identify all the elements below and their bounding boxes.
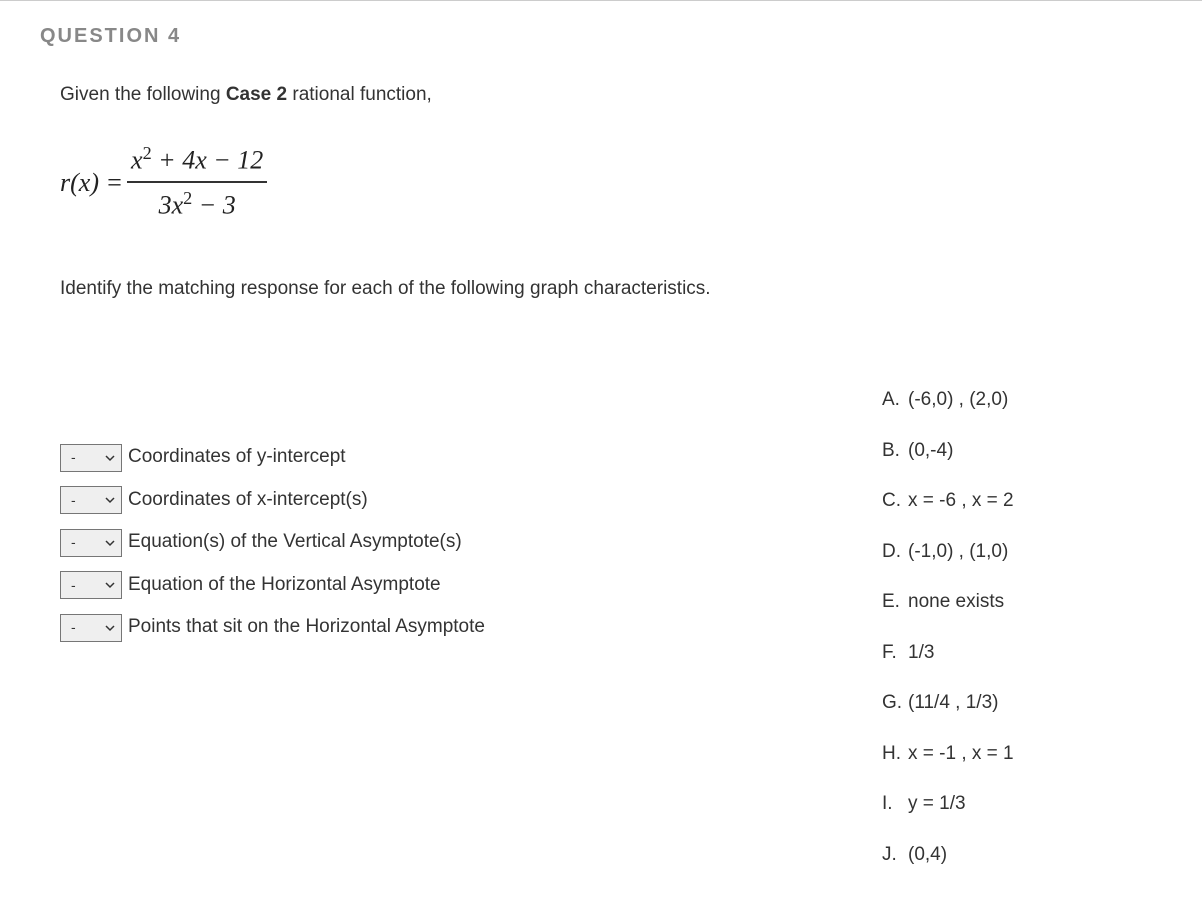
formula-denominator: 3x2 − 3 — [155, 183, 240, 225]
answer-option: I.y = 1/3 — [882, 790, 1142, 819]
answer-text: x = -6 , x = 2 — [908, 487, 1014, 516]
match-label: Coordinates of x-intercept(s) — [128, 486, 368, 515]
answer-option: E.none exists — [882, 588, 1142, 617]
answer-option: D.(-1,0) , (1,0) — [882, 538, 1142, 567]
answer-text: x = -1 , x = 1 — [908, 740, 1014, 769]
match-dropdown[interactable]: - — [60, 571, 122, 599]
answer-option: A.(-6,0) , (2,0) — [882, 386, 1142, 415]
intro-post: rational function, — [287, 84, 432, 105]
match-row: - Points that sit on the Horizontal Asymp… — [60, 613, 880, 642]
chevron-down-icon — [105, 495, 115, 505]
dropdown-selected-value: - — [71, 490, 76, 511]
answer-option: G.(11/4 , 1/3) — [882, 689, 1142, 718]
answer-letter: A. — [882, 386, 908, 415]
match-dropdown[interactable]: - — [60, 614, 122, 642]
chevron-down-icon — [105, 538, 115, 548]
chevron-down-icon — [105, 580, 115, 590]
answer-letter: G. — [882, 689, 908, 718]
rational-function-formula: r(x) = x2 + 4x − 12 3x2 − 3 — [60, 140, 1162, 225]
match-label: Points that sit on the Horizontal Asympt… — [128, 613, 485, 642]
match-row: - Equation(s) of the Vertical Asymptote(s… — [60, 528, 880, 557]
answer-text: y = 1/3 — [908, 790, 966, 819]
answer-option: H.x = -1 , x = 1 — [882, 740, 1142, 769]
dropdown-selected-value: - — [71, 447, 76, 468]
match-label: Equation of the Horizontal Asymptote — [128, 571, 441, 600]
answer-option: C.x = -6 , x = 2 — [882, 487, 1142, 516]
answers-column: A.(-6,0) , (2,0)B.(0,-4)C.x = -6 , x = 2… — [882, 386, 1142, 891]
answer-letter: H. — [882, 740, 908, 769]
dropdown-selected-value: - — [71, 617, 76, 638]
question-header: QUESTION 4 — [40, 21, 1162, 51]
answer-letter: I. — [882, 790, 908, 819]
answer-text: none exists — [908, 588, 1004, 617]
answer-option: J.(0,4) — [882, 841, 1142, 870]
intro-text: Given the following Case 2 rational func… — [60, 81, 1162, 110]
dropdown-selected-value: - — [71, 532, 76, 553]
match-dropdown[interactable]: - — [60, 486, 122, 514]
answer-letter: B. — [882, 437, 908, 466]
answer-option: B.(0,-4) — [882, 437, 1142, 466]
match-label: Equation(s) of the Vertical Asymptote(s) — [128, 528, 462, 557]
dropdown-selected-value: - — [71, 575, 76, 596]
answer-letter: J. — [882, 841, 908, 870]
answer-letter: C. — [882, 487, 908, 516]
match-dropdown[interactable]: - — [60, 529, 122, 557]
formula-numerator: x2 + 4x − 12 — [127, 140, 267, 184]
answer-text: 1/3 — [908, 639, 934, 668]
answer-option: F.1/3 — [882, 639, 1142, 668]
matching-column: - Coordinates of y-intercept - Coordinates … — [60, 443, 880, 656]
match-label: Coordinates of y-intercept — [128, 443, 346, 472]
answer-text: (0,-4) — [908, 437, 953, 466]
chevron-down-icon — [105, 453, 115, 463]
answer-text: (-6,0) , (2,0) — [908, 386, 1008, 415]
instruction-text: Identify the matching response for each … — [60, 275, 1162, 304]
match-row: - Equation of the Horizontal Asymptote — [60, 571, 880, 600]
answer-letter: F. — [882, 639, 908, 668]
match-row: - Coordinates of x-intercept(s) — [60, 486, 880, 515]
answer-text: (11/4 , 1/3) — [908, 689, 998, 718]
question-page: QUESTION 4 Given the following Case 2 ra… — [0, 0, 1202, 903]
formula-lhs: r(x) = — [60, 163, 123, 202]
chevron-down-icon — [105, 623, 115, 633]
formula-fraction: x2 + 4x − 12 3x2 − 3 — [127, 140, 267, 225]
intro-pre: Given the following — [60, 84, 226, 105]
answer-letter: E. — [882, 588, 908, 617]
intro-bold: Case 2 — [226, 84, 287, 105]
answer-text: (-1,0) , (1,0) — [908, 538, 1008, 567]
answer-text: (0,4) — [908, 841, 947, 870]
match-dropdown[interactable]: - — [60, 444, 122, 472]
match-row: - Coordinates of y-intercept — [60, 443, 880, 472]
answer-letter: D. — [882, 538, 908, 567]
